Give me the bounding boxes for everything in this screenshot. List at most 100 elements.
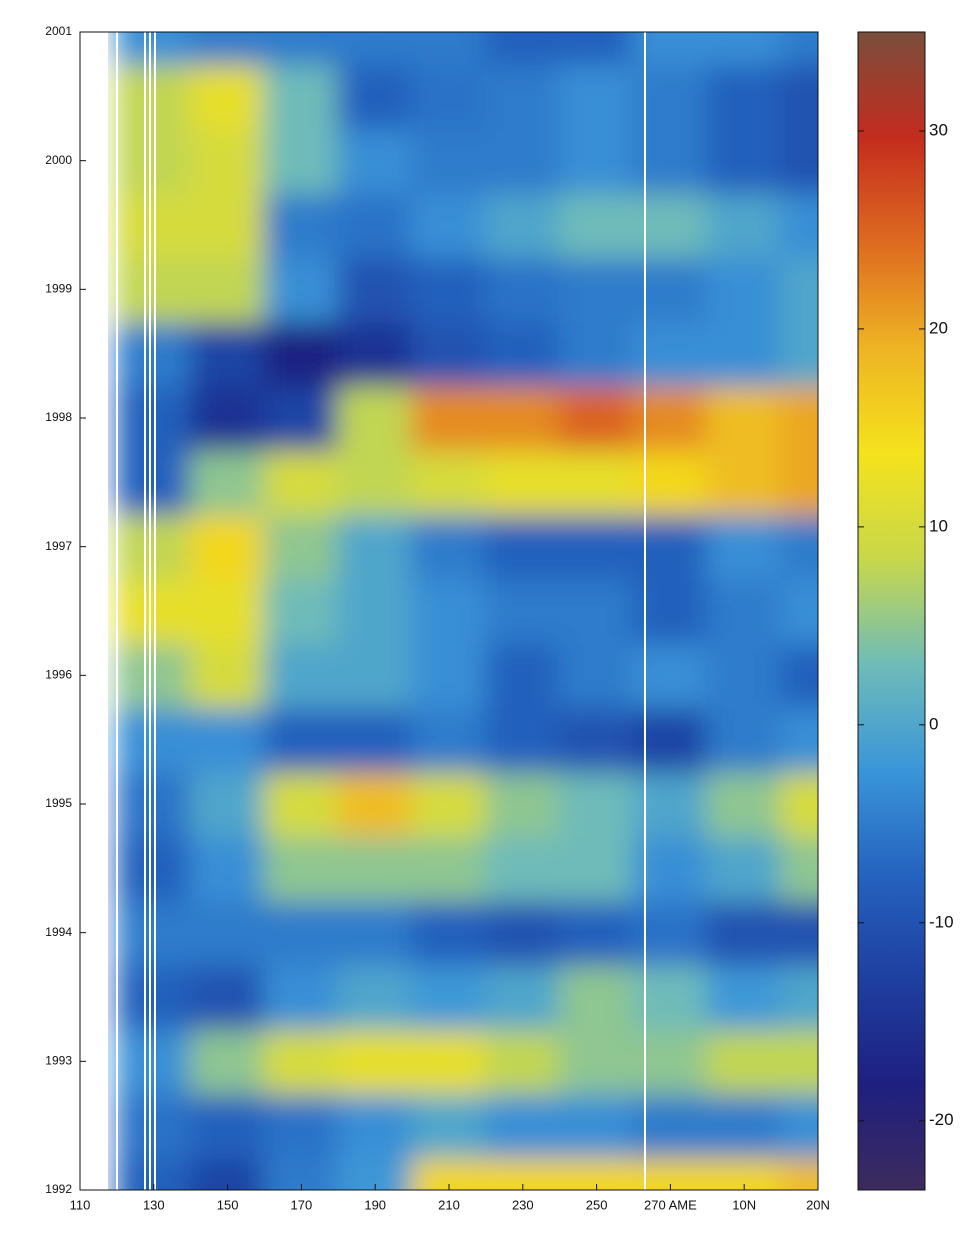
heatmap-cell xyxy=(115,577,192,645)
y-tick-label: 1994 xyxy=(45,925,72,939)
heatmap-cell xyxy=(780,513,818,580)
heatmap-cell xyxy=(189,63,266,130)
heatmap-cell xyxy=(189,320,266,387)
heatmap-cell xyxy=(558,63,635,130)
heatmap-cell xyxy=(632,256,709,323)
heatmap-cell xyxy=(337,449,414,516)
heatmap-cell xyxy=(706,63,783,130)
heatmap-cell xyxy=(115,449,192,516)
heatmap-cell xyxy=(632,191,709,259)
heatmap-cell xyxy=(706,963,783,1031)
heatmap-cell xyxy=(411,899,487,966)
heatmap-cell xyxy=(484,770,561,838)
heatmap-cell xyxy=(780,449,818,516)
heatmap-cell xyxy=(189,770,266,838)
heatmap-cell xyxy=(115,127,192,194)
heatmap-cell xyxy=(411,256,487,323)
heatmap-cell xyxy=(115,835,192,902)
heatmap-cell xyxy=(706,384,783,452)
heatmap-cell xyxy=(632,63,709,130)
y-tick-label: 1999 xyxy=(45,282,72,296)
y-tick-label: 1998 xyxy=(45,410,72,424)
heatmap-cell xyxy=(780,191,818,259)
heatmap-cell xyxy=(337,642,414,709)
heatmap-cell xyxy=(558,770,635,838)
x-tick-label: 130 xyxy=(143,1197,165,1212)
heatmap-cell xyxy=(484,320,561,387)
heatmap-cell xyxy=(706,256,783,323)
heatmap-cell xyxy=(337,1028,414,1095)
heatmap-cell xyxy=(411,384,487,452)
heatmap-cell xyxy=(558,449,635,516)
x-tick-label: 190 xyxy=(364,1197,386,1212)
heatmap-cell xyxy=(558,32,635,66)
colorbar xyxy=(858,32,925,1190)
y-tick-label: 1993 xyxy=(45,1054,72,1068)
heatmap-cell xyxy=(337,577,414,645)
heatmap-cell xyxy=(115,191,192,259)
heatmap-cell xyxy=(780,63,818,130)
colorbar-tick-label: 20 xyxy=(929,318,948,337)
heatmap-cell xyxy=(780,256,818,323)
heatmap-cell xyxy=(189,899,266,966)
heatmap-cell xyxy=(411,770,487,838)
heatmap-cell xyxy=(189,449,266,516)
heatmap-cell xyxy=(337,63,414,130)
heatmap-cell xyxy=(558,899,635,966)
heatmap-cell xyxy=(337,32,414,66)
heatmap-cell xyxy=(189,835,266,902)
heatmap-cell xyxy=(706,191,783,259)
heatmap-cell xyxy=(484,127,561,194)
heatmap-cell xyxy=(263,449,340,516)
heatmap-cell xyxy=(706,1092,783,1159)
colorbar-tick-label: -10 xyxy=(929,912,954,931)
heatmap-cell xyxy=(780,642,818,709)
heatmap-cell xyxy=(189,1028,266,1095)
heatmap-cell xyxy=(263,577,340,645)
heatmap-cell xyxy=(411,963,487,1031)
heatmap-cell xyxy=(558,191,635,259)
heatmap-cell xyxy=(115,320,192,387)
heatmap-cell xyxy=(189,1092,266,1159)
heatmap-cell xyxy=(263,1028,340,1095)
heatmap-cell xyxy=(558,1092,635,1159)
heatmap-cell xyxy=(558,320,635,387)
heatmap-cell xyxy=(263,127,340,194)
heatmap-cell xyxy=(115,63,192,130)
heatmap-cell xyxy=(263,513,340,580)
heatmap-cell xyxy=(558,256,635,323)
heatmap-cell xyxy=(780,577,818,645)
x-tick-label: 250 xyxy=(586,1197,608,1212)
heatmap-cell xyxy=(115,642,192,709)
heatmap-cell xyxy=(411,513,487,580)
heatmap-cell xyxy=(115,1092,192,1159)
heatmap-cell xyxy=(632,706,709,773)
heatmap-cell xyxy=(411,577,487,645)
heatmap-cell xyxy=(706,449,783,516)
heatmap-cell xyxy=(632,835,709,902)
y-tick-label: 1992 xyxy=(45,1182,72,1196)
heatmap-cell xyxy=(263,63,340,130)
heatmap-cell xyxy=(115,770,192,838)
heatmap-cell xyxy=(263,191,340,259)
heatmap-cell xyxy=(411,191,487,259)
heatmap-cell xyxy=(115,32,192,66)
heatmap-cell xyxy=(263,963,340,1031)
colorbar-tick-label: -20 xyxy=(929,1110,954,1129)
heatmap-cell xyxy=(632,899,709,966)
heatmap-cell xyxy=(558,642,635,709)
heatmap-cell xyxy=(780,1028,818,1095)
heatmap-cell xyxy=(484,1092,561,1159)
heatmap-cell xyxy=(189,706,266,773)
heatmap-cell xyxy=(189,577,266,645)
heatmap-cell xyxy=(337,513,414,580)
heatmap-cell xyxy=(484,32,561,66)
heatmap-cell xyxy=(632,770,709,838)
heatmap-cell xyxy=(558,835,635,902)
heatmap-cell xyxy=(337,1092,414,1159)
heatmap-cell xyxy=(189,642,266,709)
heatmap-cell xyxy=(411,449,487,516)
heatmap-cell xyxy=(263,770,340,838)
colorbar-tick-label: 10 xyxy=(929,516,948,535)
